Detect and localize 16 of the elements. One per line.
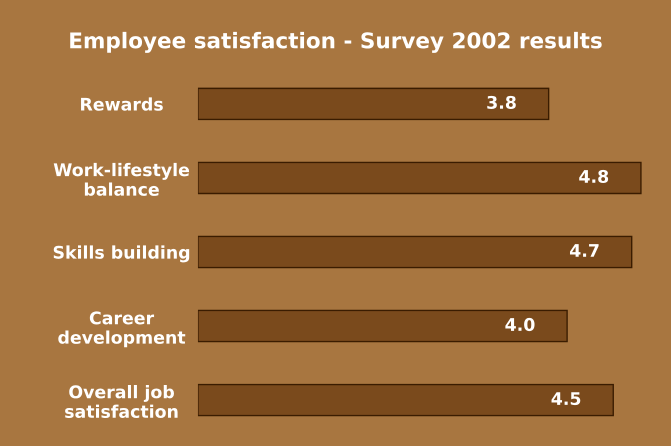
y-tick-label: Career development [58, 311, 186, 348]
data-label: 3.8 [487, 96, 516, 109]
bar [198, 384, 614, 416]
bar [198, 310, 568, 342]
data-label: 4.8 [579, 170, 608, 183]
data-label: 4.0 [505, 318, 535, 332]
bar [198, 162, 642, 194]
data-label: 4.7 [570, 244, 599, 257]
y-tick-label: Skills building [54, 245, 190, 262]
chart-title: Employee satisfaction - Survey 2002 results [70, 32, 602, 53]
y-tick-label: Rewards [81, 97, 163, 111]
data-label: 4.5 [552, 392, 580, 406]
y-tick-label: Work-lifestyle balance [54, 162, 190, 196]
bar [198, 236, 632, 268]
bar [198, 88, 550, 120]
y-tick-label: Overall job satisfaction [65, 384, 178, 418]
